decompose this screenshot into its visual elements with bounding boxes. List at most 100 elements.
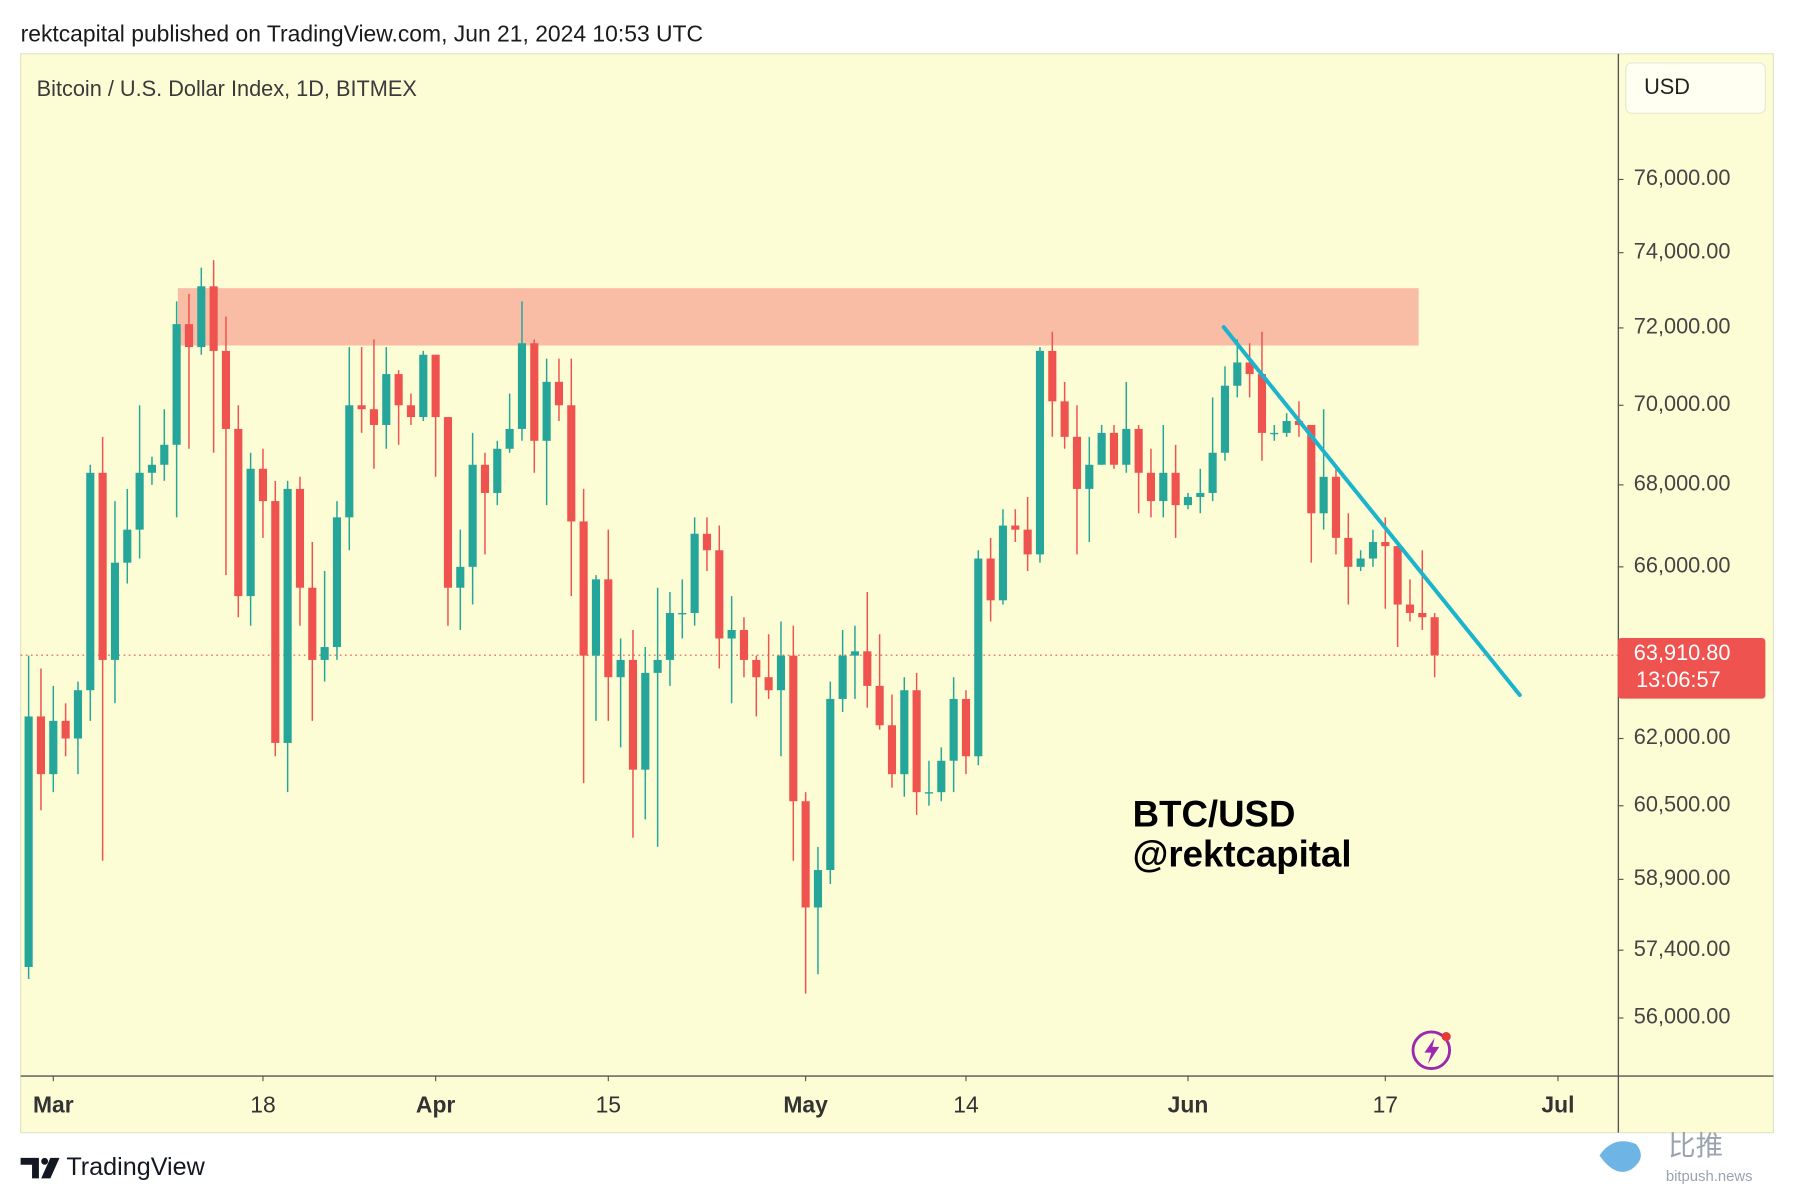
candle-body — [949, 698, 958, 761]
footer-brand: TradingView — [66, 1153, 205, 1181]
candle-body — [258, 468, 268, 502]
candle-body — [234, 428, 243, 597]
y-tick-label: 56,000.00 — [1634, 1004, 1731, 1029]
candle-body — [1208, 452, 1217, 493]
candle-body — [1331, 476, 1341, 538]
candle-body — [838, 655, 847, 699]
candle-body — [357, 405, 366, 410]
candle-body — [1183, 497, 1193, 506]
candle-body — [887, 725, 897, 775]
icon-ring — [1411, 1030, 1452, 1071]
candle-body — [776, 655, 786, 691]
resistance-zone — [177, 288, 1419, 346]
watermark-bird — [1599, 1141, 1641, 1172]
candle-body — [160, 444, 169, 465]
candle-body — [616, 659, 625, 678]
watermark-site: bitpush.news — [1666, 1169, 1753, 1185]
candle-body — [530, 343, 539, 441]
candle-body — [715, 550, 724, 639]
chart-frame — [20, 53, 1774, 1134]
candle-body — [937, 760, 946, 793]
candle-body — [998, 525, 1008, 601]
header: rektcapital published on TradingView.com… — [21, 21, 703, 47]
candle-body — [1393, 546, 1402, 605]
candle-body — [345, 405, 354, 518]
candle-body — [308, 587, 317, 660]
candle-body — [1072, 436, 1082, 489]
candle-body — [974, 558, 983, 757]
y-tick-label: 57,400.00 — [1634, 936, 1731, 961]
currency-box[interactable] — [1625, 62, 1766, 114]
candle-body — [1171, 472, 1180, 506]
x-tick-label: 17 — [1373, 1091, 1398, 1117]
candle-body — [1085, 464, 1094, 489]
chart-title: Bitcoin / U.S. Dollar Index, 1D, BITMEX — [37, 76, 418, 101]
candle-body — [406, 405, 416, 418]
candle-body — [1109, 432, 1119, 465]
logo-shape — [41, 1157, 49, 1165]
candle-body — [1368, 541, 1378, 559]
y-tick-label: 76,000.00 — [1634, 165, 1731, 190]
candle-body — [123, 529, 132, 563]
candle-body — [826, 698, 835, 871]
x-tick-label: Jul — [1541, 1091, 1574, 1117]
candle-body — [1257, 374, 1267, 433]
lightning-icon[interactable] — [1411, 1030, 1452, 1071]
candle-body — [36, 716, 46, 775]
candle-body — [1023, 529, 1032, 555]
candle-body — [431, 354, 440, 418]
candle-body — [591, 579, 601, 656]
candle-body — [369, 409, 379, 425]
candle-body — [641, 672, 650, 770]
candle-body — [850, 651, 860, 656]
candle-body — [1282, 421, 1291, 433]
candle-body — [332, 517, 342, 648]
candle-body — [604, 579, 613, 678]
candle-body — [1146, 472, 1156, 502]
candle-body — [1245, 362, 1254, 375]
candle-body — [1307, 424, 1316, 514]
candle-body — [1060, 401, 1069, 437]
candle-body — [86, 472, 95, 691]
candle-body — [690, 533, 699, 613]
y-tick-label: 62,000.00 — [1634, 724, 1731, 749]
candle-body — [1418, 612, 1427, 618]
x-tick-label: Mar — [33, 1091, 74, 1117]
candle-body — [61, 720, 70, 739]
y-tick-label: 60,500.00 — [1634, 791, 1731, 816]
candle-body — [653, 659, 662, 673]
candle-body — [961, 698, 971, 757]
candle-body — [147, 464, 157, 473]
candle-body — [98, 472, 107, 660]
candle-body — [320, 647, 329, 660]
candle-body — [221, 350, 231, 429]
candle-body — [542, 381, 551, 441]
candle-body — [702, 533, 712, 551]
candle-body — [628, 659, 638, 770]
candle-body — [271, 501, 280, 743]
candle-body — [505, 428, 514, 449]
candle-body — [912, 690, 921, 793]
candle-body — [1220, 385, 1230, 453]
candle-body — [1159, 472, 1168, 502]
candle-body — [456, 566, 465, 588]
annotation: BTC/USD — [1133, 794, 1296, 835]
y-tick-label: 58,900.00 — [1634, 865, 1731, 890]
y-tick-label: 70,000.00 — [1634, 391, 1731, 416]
candle-body — [184, 324, 194, 348]
candle-body — [1122, 428, 1131, 465]
price-tag — [1617, 638, 1766, 699]
candle-body — [1270, 432, 1279, 435]
currency: USD — [1644, 74, 1690, 99]
candle-body — [135, 472, 144, 530]
annotation: @rektcapital — [1133, 834, 1352, 875]
candle-body — [1233, 362, 1242, 386]
candle-body — [419, 354, 428, 418]
candle-body — [1035, 350, 1045, 555]
candle-body — [727, 629, 736, 639]
logo-shape — [41, 1157, 60, 1179]
candle-body — [579, 521, 588, 656]
logo-shape — [20, 1157, 39, 1179]
icon-bolt — [1424, 1037, 1440, 1065]
candle-body — [73, 690, 83, 739]
